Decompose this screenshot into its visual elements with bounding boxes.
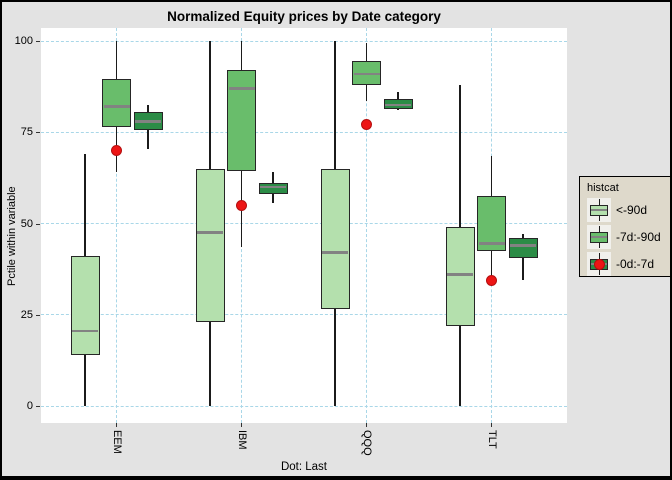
last-value-dot: [361, 119, 372, 131]
median-line: [385, 103, 411, 107]
legend-key-1: [587, 198, 611, 222]
boxplot-box: [227, 70, 256, 171]
legend-key-3: [587, 252, 611, 276]
legend-dot-icon: [593, 258, 605, 270]
legend-items: <-90d -7d:-90d -0d:-7d: [587, 198, 670, 276]
chart-title: Normalized Equity prices by Date categor…: [167, 9, 441, 24]
median-line: [103, 105, 130, 108]
h-gridline: [41, 223, 567, 224]
y-axis-tick: [36, 223, 40, 225]
median-line: [322, 251, 348, 254]
legend-label: -7d:-90d: [616, 230, 661, 244]
last-value-dot: [111, 145, 122, 156]
legend: histcat <-90d -7d:-90d -0d:-7d: [579, 176, 670, 277]
x-axis-tick: [241, 423, 242, 427]
boxplot-box: [477, 196, 506, 251]
last-value-dot: [236, 199, 247, 211]
median-line: [72, 329, 98, 333]
caption: Dot: Last: [280, 461, 328, 473]
boxplot-box: [320, 168, 350, 310]
legend-median-glyph: [591, 236, 607, 238]
legend-label: -0d:-7d: [616, 257, 655, 271]
boxplot-box: [102, 79, 131, 127]
x-tick-label: IBM: [236, 430, 248, 450]
median-line: [260, 185, 286, 189]
y-tick-label: 75: [20, 126, 33, 139]
boxplot-box: [445, 227, 475, 326]
legend-item: -7d:-90d: [587, 225, 670, 249]
x-axis-tick: [491, 423, 492, 427]
y-tick-label: 100: [14, 35, 33, 47]
v-gridline: [116, 28, 117, 423]
boxplot-box: [258, 183, 288, 195]
x-tick-label: QQQ: [361, 430, 373, 456]
median-line: [135, 120, 161, 123]
legend-item: <-90d: [587, 198, 670, 222]
median-line: [197, 231, 223, 234]
median-line: [447, 273, 473, 276]
y-axis-tick: [36, 132, 40, 134]
y-axis-tick: [36, 406, 40, 407]
legend-item: -0d:-7d: [587, 252, 670, 276]
y-axis-title: Pctile within variable: [6, 186, 18, 286]
last-value-dot: [486, 274, 497, 286]
y-axis-tick: [36, 41, 40, 42]
x-axis-tick: [116, 423, 117, 427]
v-gridline: [366, 28, 367, 423]
median-line: [353, 72, 380, 76]
h-gridline: [41, 314, 567, 316]
y-tick-label: 0: [26, 400, 33, 412]
y-tick-label: 50: [20, 217, 33, 230]
x-tick-label: TLT: [486, 430, 498, 449]
y-axis-tick: [36, 314, 40, 316]
median-line: [510, 244, 536, 247]
x-tick-label: EEM: [111, 430, 123, 454]
plot-panel: [41, 28, 567, 423]
legend-median-glyph: [591, 209, 607, 211]
h-gridline: [41, 405, 567, 407]
boxplot-box: [508, 238, 538, 259]
y-tick-label: 25: [20, 308, 33, 321]
legend-key-2: [587, 225, 611, 249]
boxplot-box: [70, 256, 100, 355]
median-line: [478, 242, 505, 245]
h-gridline: [41, 40, 567, 42]
x-axis-tick: [366, 423, 367, 427]
legend-label: <-90d: [616, 203, 648, 217]
boxplot-box: [195, 168, 225, 323]
legend-title: histcat: [587, 182, 619, 194]
median-line: [228, 87, 255, 90]
h-gridline: [41, 131, 567, 133]
